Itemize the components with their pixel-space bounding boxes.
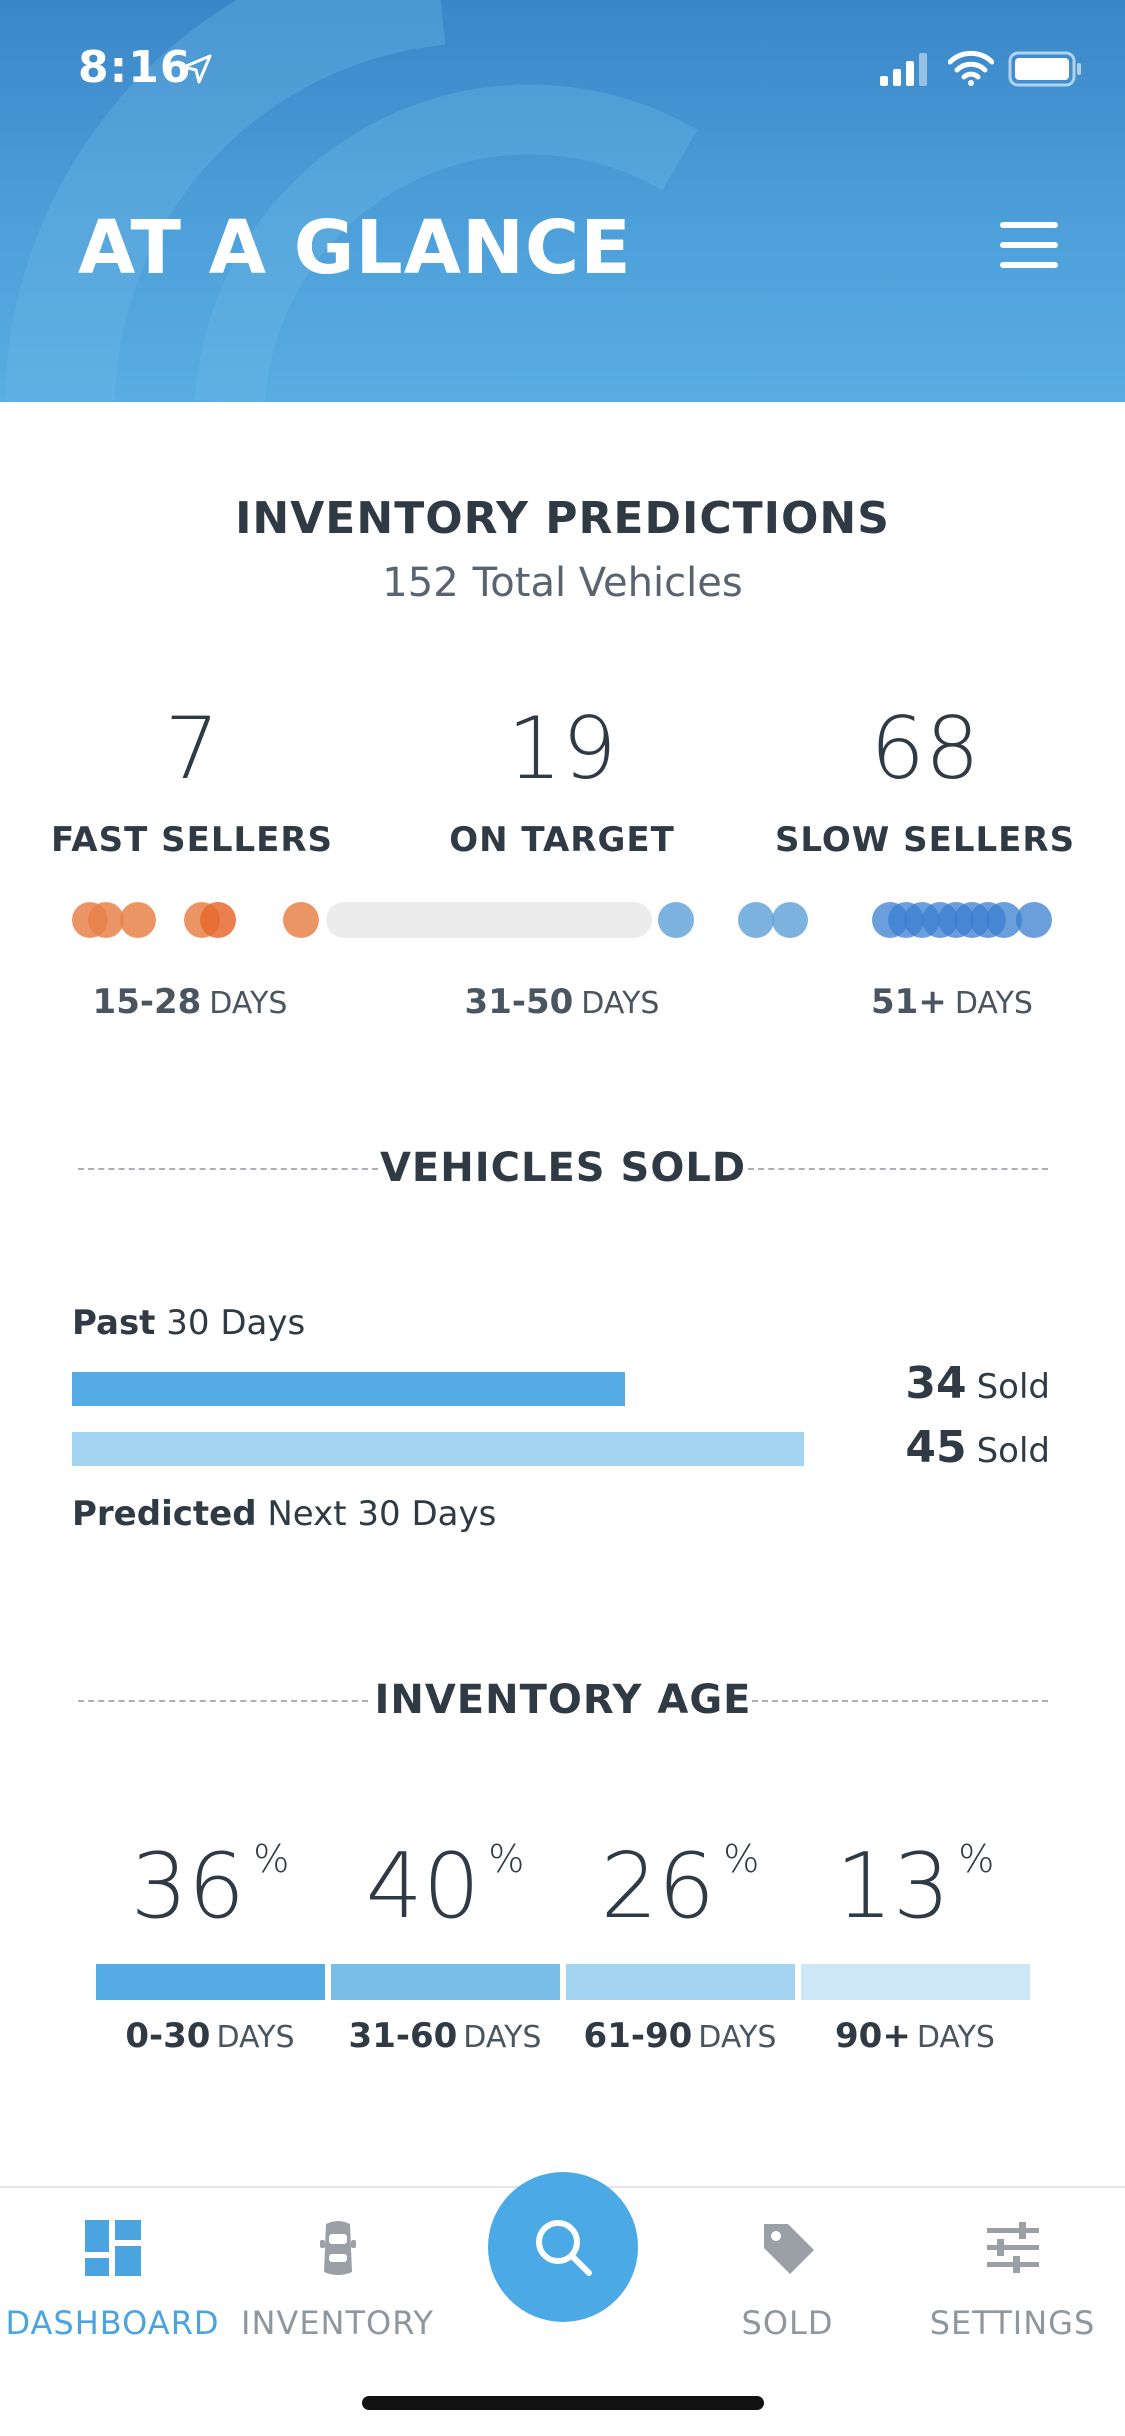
on-target-range: 31-50 DAYS <box>397 982 727 1022</box>
sliders-icon <box>986 2222 1039 2273</box>
page-title: AT A GLANCE <box>78 205 632 291</box>
predicted-label-rest: Next 30 Days <box>267 1494 497 1534</box>
target-range-value: 31-50 <box>464 982 574 1022</box>
cell-signal-icon <box>880 53 927 86</box>
age-bucket-3-value: 13% <box>799 1840 1031 1932</box>
tab-settings[interactable]: SETTINGS <box>900 2218 1125 2342</box>
past-sold-number: 34 <box>905 1358 967 1409</box>
age-2-unit: DAYS <box>698 2020 777 2055</box>
slow-range-value: 51+ <box>871 982 947 1022</box>
tab-settings-label: SETTINGS <box>929 2304 1096 2342</box>
age-1-range: 31-60 <box>348 2016 458 2056</box>
slow-sellers-count: 68 <box>870 699 980 799</box>
age-1-symbol: % <box>488 1837 525 1881</box>
age-2-percent: 26 <box>600 1834 716 1939</box>
age-2-range: 61-90 <box>583 2016 693 2056</box>
total-vehicles: 152 Total Vehicles <box>0 560 1125 606</box>
fast-range-value: 15-28 <box>92 982 202 1022</box>
total-vehicles-count: 152 <box>382 560 459 606</box>
age-1-percent: 40 <box>365 1834 481 1939</box>
target-range-unit: DAYS <box>581 986 660 1021</box>
dashboard-icon <box>84 2220 141 2276</box>
age-bucket-0-value: 36% <box>94 1840 326 1932</box>
age-bar-3 <box>801 1964 1030 2000</box>
status-time: 8:16 <box>78 42 192 93</box>
tab-sold[interactable]: SOLD <box>675 2218 900 2342</box>
predicted-sold-bar <box>72 1432 804 1466</box>
header-arc-decoration <box>5 0 698 402</box>
on-target-dots <box>658 902 808 938</box>
age-bucket-0-label: 0-30 DAYS <box>94 2016 326 2056</box>
predicted-period-label: Predicted Next 30 Days <box>72 1494 496 1534</box>
age-0-symbol: % <box>253 1837 290 1881</box>
age-bar-2 <box>566 1964 795 2000</box>
location-arrow-icon <box>182 54 212 84</box>
predictions-title: INVENTORY PREDICTIONS <box>235 493 890 544</box>
past-sold-unit: Sold <box>976 1367 1050 1407</box>
inventory-age-title: INVENTORY AGE <box>374 1677 752 1723</box>
predicted-sold-number: 45 <box>905 1422 967 1473</box>
age-bucket-2-label: 61-90 DAYS <box>564 2016 796 2056</box>
past-sold-count: 34 Sold <box>905 1358 1050 1409</box>
fast-sellers-range: 15-28 DAYS <box>25 982 355 1022</box>
vehicles-sold-header: VEHICLES SOLD <box>78 1138 1048 1198</box>
slow-sellers-range: 51+ DAYS <box>787 982 1117 1022</box>
age-3-percent: 13 <box>835 1834 951 1939</box>
tab-dashboard[interactable]: DASHBOARD <box>0 2218 225 2342</box>
fast-seller-dots <box>72 902 319 938</box>
fast-sellers-count: 7 <box>164 699 220 799</box>
on-target-track <box>326 902 652 938</box>
inventory-age-header: INVENTORY AGE <box>78 1670 1048 1730</box>
age-bucket-1-label: 31-60 DAYS <box>329 2016 561 2056</box>
tab-sold-label: SOLD <box>741 2304 834 2342</box>
fast-sellers-column[interactable]: 7 FAST SELLERS <box>27 706 357 860</box>
age-bucket-1-value: 40% <box>329 1840 561 1932</box>
age-3-symbol: % <box>958 1837 995 1881</box>
tag-icon <box>763 2224 814 2274</box>
age-bar-1 <box>331 1964 560 2000</box>
predicted-label-bold: Predicted <box>72 1494 257 1534</box>
slow-sellers-label: SLOW SELLERS <box>774 820 1076 860</box>
on-target-column[interactable]: 19 ON TARGET <box>397 706 727 860</box>
prediction-dot-plot <box>72 902 1052 938</box>
hamburger-menu-icon[interactable] <box>1000 222 1058 268</box>
fast-range-unit: DAYS <box>209 986 288 1021</box>
age-bucket-2-value: 26% <box>564 1840 796 1932</box>
search-button[interactable] <box>488 2172 638 2322</box>
predicted-sold-unit: Sold <box>976 1431 1050 1471</box>
search-icon <box>536 2220 592 2276</box>
age-1-unit: DAYS <box>463 2020 542 2055</box>
home-indicator <box>362 2396 764 2410</box>
age-3-unit: DAYS <box>916 2020 995 2055</box>
fast-sellers-label: FAST SELLERS <box>50 820 334 860</box>
age-0-percent: 36 <box>130 1834 246 1939</box>
past-label-rest: 30 Days <box>166 1303 306 1343</box>
on-target-label: ON TARGET <box>449 820 675 860</box>
header: 8:16 AT A GLANCE <box>0 0 1125 402</box>
total-vehicles-label: Total Vehicles <box>472 560 743 606</box>
on-target-count: 19 <box>507 699 617 799</box>
wifi-icon <box>948 50 994 86</box>
car-icon <box>319 2221 356 2275</box>
tab-inventory[interactable]: INVENTORY <box>225 2218 450 2342</box>
age-0-unit: DAYS <box>216 2020 295 2055</box>
age-3-range: 90+ <box>835 2016 911 2056</box>
age-bar-0 <box>96 1964 325 2000</box>
past-label-bold: Past <box>72 1303 156 1343</box>
vehicles-sold-title: VEHICLES SOLD <box>379 1145 747 1191</box>
status-bar: 8:16 <box>0 0 1125 140</box>
age-bucket-3-label: 90+ DAYS <box>799 2016 1031 2056</box>
slow-range-unit: DAYS <box>954 986 1033 1021</box>
slow-seller-dots <box>872 902 1052 938</box>
age-2-symbol: % <box>723 1837 760 1881</box>
predicted-sold-count: 45 Sold <box>905 1422 1050 1473</box>
slow-sellers-column[interactable]: 68 SLOW SELLERS <box>760 706 1090 860</box>
battery-icon <box>1008 51 1081 87</box>
past-period-label: Past 30 Days <box>72 1303 305 1343</box>
tab-dashboard-label: DASHBOARD <box>5 2304 220 2342</box>
past-sold-bar <box>72 1372 625 1406</box>
age-0-range: 0-30 <box>125 2016 211 2056</box>
tab-inventory-label: INVENTORY <box>241 2304 434 2342</box>
